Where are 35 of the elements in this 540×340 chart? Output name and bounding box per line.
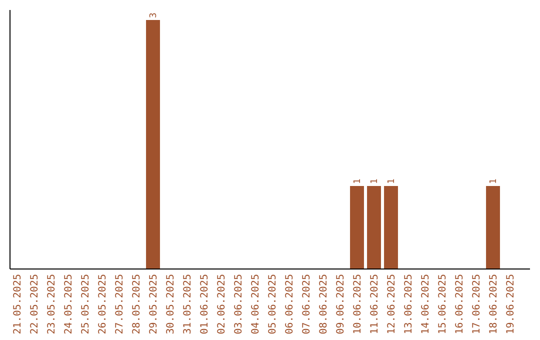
x-tick-label: 01.06.2025 xyxy=(200,274,210,334)
x-tick-label: 10.06.2025 xyxy=(352,274,364,334)
x-tick-label: 18.06.2025 xyxy=(488,274,500,334)
x-tick-label: 24.05.2025 xyxy=(64,274,74,334)
x-tick-label: 27.05.2025 xyxy=(114,274,126,334)
x-tick-label: 03.06.2025 xyxy=(234,274,244,334)
x-tick-label: 13.06.2025 xyxy=(404,274,414,334)
x-tick-label: 05.06.2025 xyxy=(268,274,278,334)
x-tick-label: 30.05.2025 xyxy=(166,274,176,334)
x-tick-label: 25.05.2025 xyxy=(80,274,92,334)
data-label: 1 xyxy=(370,178,380,184)
x-tick-label: 09.06.2025 xyxy=(336,274,346,334)
x-tick-label: 16.06.2025 xyxy=(454,274,466,334)
x-tick-label: 15.06.2025 xyxy=(438,274,448,334)
x-tick-label: 31.05.2025 xyxy=(182,274,194,334)
data-label: 1 xyxy=(489,178,499,184)
x-tick-label: 04.06.2025 xyxy=(250,274,262,334)
x-tick-label: 02.06.2025 xyxy=(216,274,228,334)
data-label: 1 xyxy=(353,178,363,184)
x-tick-label: 29.05.2025 xyxy=(148,274,160,334)
x-tick-label: 08.06.2025 xyxy=(318,274,330,334)
x-tick-label: 12.06.2025 xyxy=(386,274,398,334)
x-tick-label: 23.05.2025 xyxy=(46,274,58,334)
data-label: 3 xyxy=(149,12,159,18)
x-tick-label: 17.06.2025 xyxy=(472,274,482,334)
x-tick-label: 07.06.2025 xyxy=(302,274,312,334)
x-tick-label: 22.05.2025 xyxy=(30,274,40,334)
x-tick-label: 21.05.2025 xyxy=(12,274,24,334)
x-tick-label: 28.05.2025 xyxy=(132,274,142,334)
x-tick-label: 14.06.2025 xyxy=(420,274,432,334)
x-tick-label: 06.06.2025 xyxy=(284,274,296,334)
data-label: 1 xyxy=(387,178,397,184)
x-tick-label: 26.05.2025 xyxy=(98,274,108,334)
x-tick-label: 11.06.2025 xyxy=(370,274,380,334)
x-tick-label: 19.06.2025 xyxy=(506,274,516,334)
